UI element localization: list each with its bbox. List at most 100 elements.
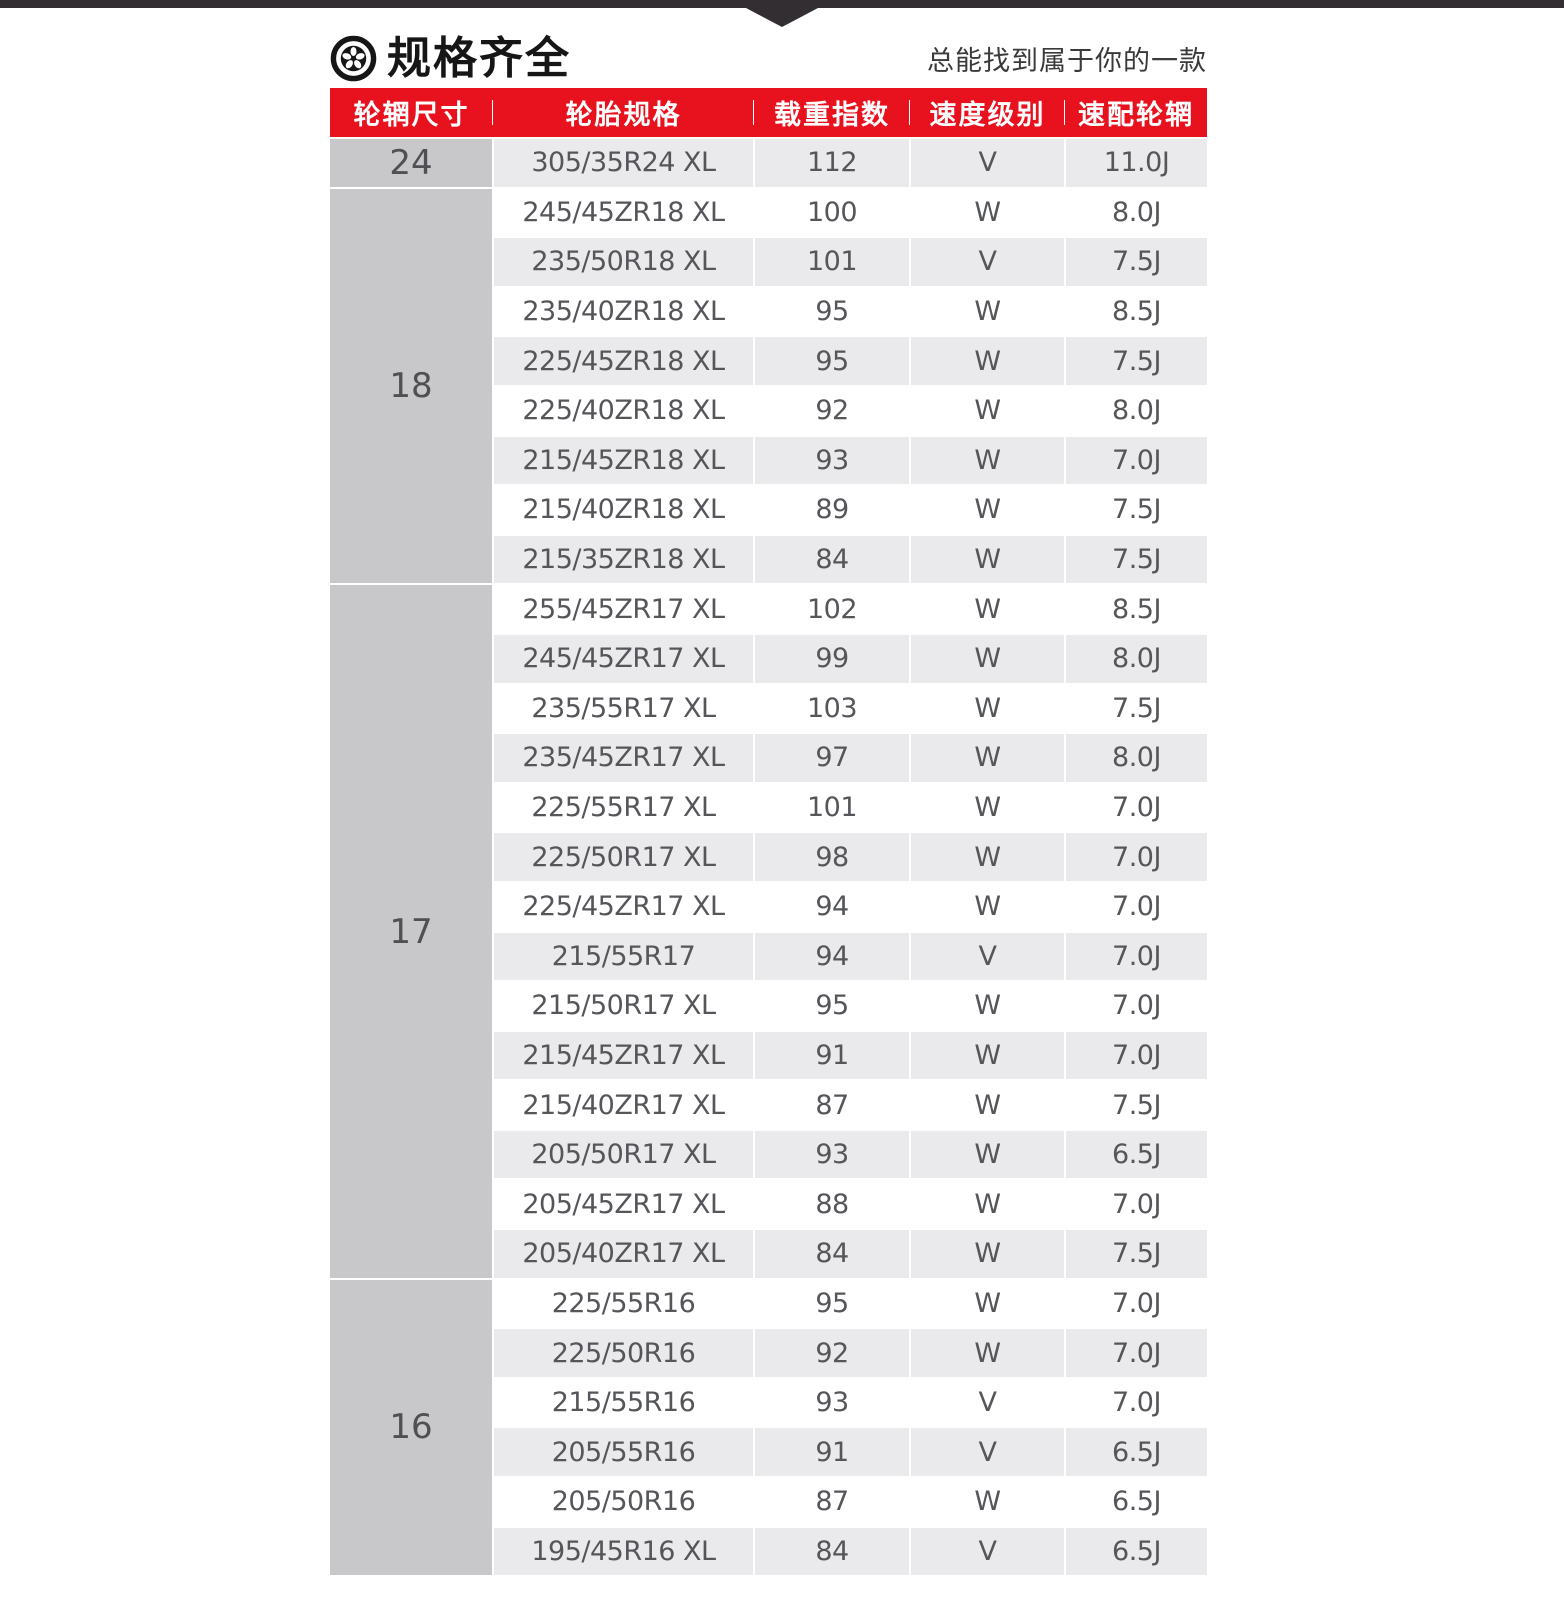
tire-spec-cell: 205/55R16	[493, 1427, 755, 1479]
rim-match-cell: 7.0J	[1065, 881, 1207, 933]
speed-rating-cell: V	[910, 931, 1066, 983]
tire-spec-cell: 215/45ZR17 XL	[493, 1030, 755, 1082]
load-index-cell: 84	[754, 534, 911, 586]
table-row: 205/55R16 91 V 6.5J	[330, 1427, 1207, 1479]
table-row: 205/40ZR17 XL 84 W 7.5J	[330, 1229, 1207, 1280]
rim-match-cell: 6.5J	[1065, 1129, 1207, 1181]
table-row: 215/40ZR17 XL 87 W 7.5J	[330, 1080, 1207, 1131]
rim-size-cell: 24	[330, 138, 494, 189]
rim-match-cell: 7.5J	[1065, 1080, 1207, 1131]
speed-rating-cell: W	[910, 485, 1066, 536]
rim-match-cell: 7.0J	[1065, 981, 1207, 1032]
speed-rating-cell: W	[910, 1080, 1066, 1131]
section-title: 规格齐全	[387, 32, 571, 84]
speed-rating-cell: W	[910, 881, 1066, 933]
rim-match-cell: 8.0J	[1065, 633, 1207, 685]
load-index-cell: 103	[754, 683, 911, 735]
tire-spec-cell: 215/55R16	[493, 1377, 755, 1429]
load-index-cell: 92	[754, 1328, 911, 1379]
tire-spec-cell: 205/40ZR17 XL	[493, 1229, 755, 1280]
speed-rating-cell: W	[910, 187, 1066, 239]
speed-rating-cell: W	[910, 1030, 1066, 1082]
table-row: 24 305/35R24 XL 112 V 11.0J	[330, 138, 1207, 189]
speed-rating-cell: W	[910, 534, 1066, 586]
table-header-row: 轮辋尺寸 轮胎规格 载重指数 速度级别 速配轮辋	[330, 88, 1207, 139]
rim-match-cell: 7.0J	[1065, 1377, 1207, 1429]
rim-match-cell: 7.0J	[1065, 1030, 1207, 1082]
rim-match-cell: 8.0J	[1065, 187, 1207, 239]
rim-match-cell: 7.5J	[1065, 336, 1207, 387]
speed-rating-cell: V	[910, 138, 1066, 189]
rim-match-cell: 8.5J	[1065, 286, 1207, 338]
tire-spec-cell: 255/45ZR17 XL	[493, 584, 755, 635]
table-row: 225/50R17 XL 98 W 7.0J	[330, 832, 1207, 883]
tire-spec-cell: 195/45R16 XL	[493, 1526, 755, 1578]
rim-match-cell: 6.5J	[1065, 1526, 1207, 1578]
speed-rating-cell: V	[910, 1526, 1066, 1578]
rim-match-cell: 11.0J	[1065, 138, 1207, 189]
load-index-cell: 102	[754, 584, 911, 635]
load-index-cell: 93	[754, 1129, 911, 1181]
speed-rating-cell: W	[910, 1229, 1066, 1280]
table-row: 225/55R17 XL 101 W 7.0J	[330, 782, 1207, 834]
load-index-cell: 95	[754, 1278, 911, 1330]
tire-spec-cell: 245/45ZR18 XL	[493, 187, 755, 239]
tire-spec-table: 轮辋尺寸 轮胎规格 载重指数 速度级别 速配轮辋 24 305/35R24 XL 1…	[330, 88, 1207, 1578]
speed-rating-cell: W	[910, 683, 1066, 735]
down-arrow-notch	[746, 8, 818, 27]
load-index-cell: 94	[754, 931, 911, 983]
load-index-cell: 98	[754, 832, 911, 883]
load-index-cell: 88	[754, 1179, 911, 1231]
load-index-cell: 101	[754, 782, 911, 834]
tire-spec-cell: 245/45ZR17 XL	[493, 633, 755, 685]
load-index-cell: 91	[754, 1427, 911, 1479]
table-row: 215/55R16 93 V 7.0J	[330, 1377, 1207, 1429]
title-group: 规格齐全	[330, 35, 571, 82]
tire-spec-cell: 235/55R17 XL	[493, 683, 755, 735]
load-index-cell: 87	[754, 1477, 911, 1528]
rim-match-cell: 7.0J	[1065, 1278, 1207, 1330]
table-row: 215/55R17 94 V 7.0J	[330, 931, 1207, 983]
tire-spec-cell: 235/40ZR18 XL	[493, 286, 755, 338]
tire-spec-cell: 215/35ZR18 XL	[493, 534, 755, 586]
rim-size-cell: 17	[330, 584, 494, 1280]
speed-rating-cell: W	[910, 832, 1066, 883]
table-row: 18 245/45ZR18 XL 100 W 8.0J	[330, 187, 1207, 586]
rim-match-cell: 6.5J	[1065, 1477, 1207, 1528]
tire-spec-cell: 215/50R17 XL	[493, 981, 755, 1032]
table-row: 215/45ZR18 XL 93 W 7.0J	[330, 435, 1207, 487]
table-row: 225/45ZR17 XL 94 W 7.0J	[330, 881, 1207, 933]
rim-match-cell: 7.0J	[1065, 832, 1207, 883]
rim-match-cell: 7.5J	[1065, 485, 1207, 536]
load-index-cell: 95	[754, 286, 911, 338]
tire-spec-cell: 235/50R18 XL	[493, 237, 755, 288]
speed-rating-cell: W	[910, 1278, 1066, 1330]
speed-rating-cell: W	[910, 1477, 1066, 1528]
speed-rating-cell: W	[910, 733, 1066, 784]
table-row: 235/40ZR18 XL 95 W 8.5J	[330, 286, 1207, 338]
tire-spec-cell: 215/40ZR18 XL	[493, 485, 755, 536]
load-index-cell: 97	[754, 733, 911, 784]
rim-match-cell: 7.0J	[1065, 782, 1207, 834]
load-index-cell: 84	[754, 1526, 911, 1578]
table-row: 225/45ZR18 XL 95 W 7.5J	[330, 336, 1207, 387]
load-index-cell: 93	[754, 435, 911, 487]
rim-size-cell: 16	[330, 1278, 494, 1578]
col-header-load-index: 载重指数	[754, 88, 911, 139]
load-index-cell: 93	[754, 1377, 911, 1429]
table-row: 205/45ZR17 XL 88 W 7.0J	[330, 1179, 1207, 1231]
rim-match-cell: 7.5J	[1065, 237, 1207, 288]
speed-rating-cell: W	[910, 336, 1066, 387]
table-row: 215/35ZR18 XL 84 W 7.5J	[330, 534, 1207, 586]
tire-spec-cell: 225/45ZR18 XL	[493, 336, 755, 387]
load-index-cell: 91	[754, 1030, 911, 1082]
tire-spec-cell: 215/45ZR18 XL	[493, 435, 755, 487]
load-index-cell: 100	[754, 187, 911, 239]
table-row: 225/40ZR18 XL 92 W 8.0J	[330, 385, 1207, 437]
speed-rating-cell: W	[910, 286, 1066, 338]
table-row: 215/50R17 XL 95 W 7.0J	[330, 981, 1207, 1032]
tire-spec-cell: 215/40ZR17 XL	[493, 1080, 755, 1131]
table-row: 235/45ZR17 XL 97 W 8.0J	[330, 733, 1207, 784]
rim-match-cell: 7.0J	[1065, 1179, 1207, 1231]
speed-rating-cell: W	[910, 435, 1066, 487]
